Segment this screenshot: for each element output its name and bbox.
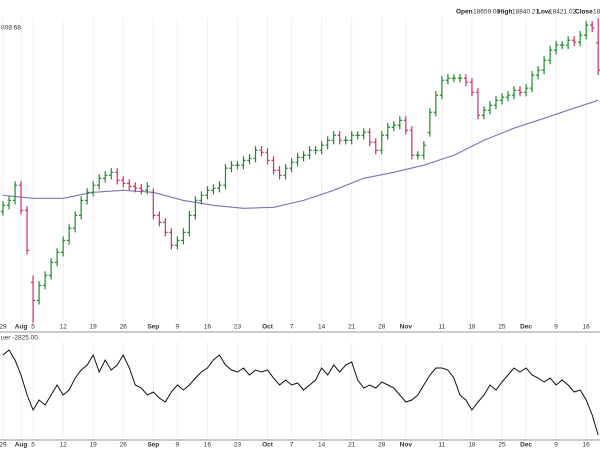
x-tick-label: 19 — [90, 442, 98, 449]
x-tick-label: Aug — [15, 324, 28, 331]
header-close-label: Close — [575, 9, 593, 16]
x-tick-label: 19 — [90, 324, 98, 331]
header-low-value: 18421.02 — [549, 9, 576, 16]
x-tick-label: 16 — [204, 324, 212, 331]
x-tick-label: 11 — [439, 442, 446, 449]
x-tick-label: 21 — [348, 442, 356, 449]
header-open-label: Open — [456, 9, 473, 16]
x-tick-label: Aug — [15, 442, 28, 449]
x-tick-label: 26 — [120, 324, 128, 331]
x-tick-label: 11 — [439, 324, 446, 331]
x-tick-label: 16 — [204, 442, 212, 449]
x-tick-label: 16 — [583, 442, 591, 449]
x-tick-label: 23 — [234, 324, 242, 331]
header-open-value: 18659.08 — [473, 9, 500, 16]
x-tick-label: 12 — [60, 442, 68, 449]
x-tick-label: 23 — [234, 442, 242, 449]
x-tick-label: Dec — [520, 442, 532, 449]
x-tick-label: 25 — [498, 324, 506, 331]
x-tick-label: Sep — [147, 324, 159, 331]
x-tick-label: 29 — [0, 324, 7, 331]
x-tick-label: 21 — [348, 324, 356, 331]
x-tick-label: 5 — [31, 442, 35, 449]
moving-average-line — [2, 99, 599, 209]
x-tick-label: 28 — [378, 324, 386, 331]
x-tick-label: 9 — [176, 324, 180, 331]
header-high-label: High — [498, 9, 512, 16]
x-tick-label: Nov — [400, 324, 413, 331]
x-tick-label: 9 — [554, 324, 558, 331]
x-tick-label: 16 — [583, 324, 591, 331]
indicator-label: uer -2825.00 — [1, 335, 38, 342]
x-tick-label: 18 — [468, 442, 476, 449]
x-tick-label: 26 — [120, 442, 128, 449]
price-label: 809.68 — [1, 25, 21, 32]
x-tick-label: 9 — [554, 442, 558, 449]
x-tick-label: Nov — [400, 442, 413, 449]
x-tick-label: 7 — [290, 442, 294, 449]
x-tick-label: 14 — [318, 442, 326, 449]
x-tick-label: 29 — [0, 442, 7, 449]
indicator-line — [2, 349, 599, 436]
x-tick-label: 9 — [176, 442, 180, 449]
x-tick-label: Oct — [262, 442, 274, 449]
header-low-label: Low — [537, 9, 551, 16]
x-tick-label: 18 — [468, 324, 476, 331]
header-high-value: 18840.21 — [512, 9, 539, 16]
x-tick-label: 25 — [498, 442, 506, 449]
x-tick-label: Oct — [262, 324, 274, 331]
x-tick-label: Dec — [520, 324, 532, 331]
x-tick-label: 5 — [31, 324, 35, 331]
x-tick-label: 14 — [318, 324, 326, 331]
header-close-value: 18458 — [593, 9, 600, 16]
x-tick-label: Sep — [147, 442, 159, 449]
x-tick-label: 12 — [60, 324, 68, 331]
x-tick-label: 7 — [290, 324, 294, 331]
x-tick-label: 28 — [378, 442, 386, 449]
